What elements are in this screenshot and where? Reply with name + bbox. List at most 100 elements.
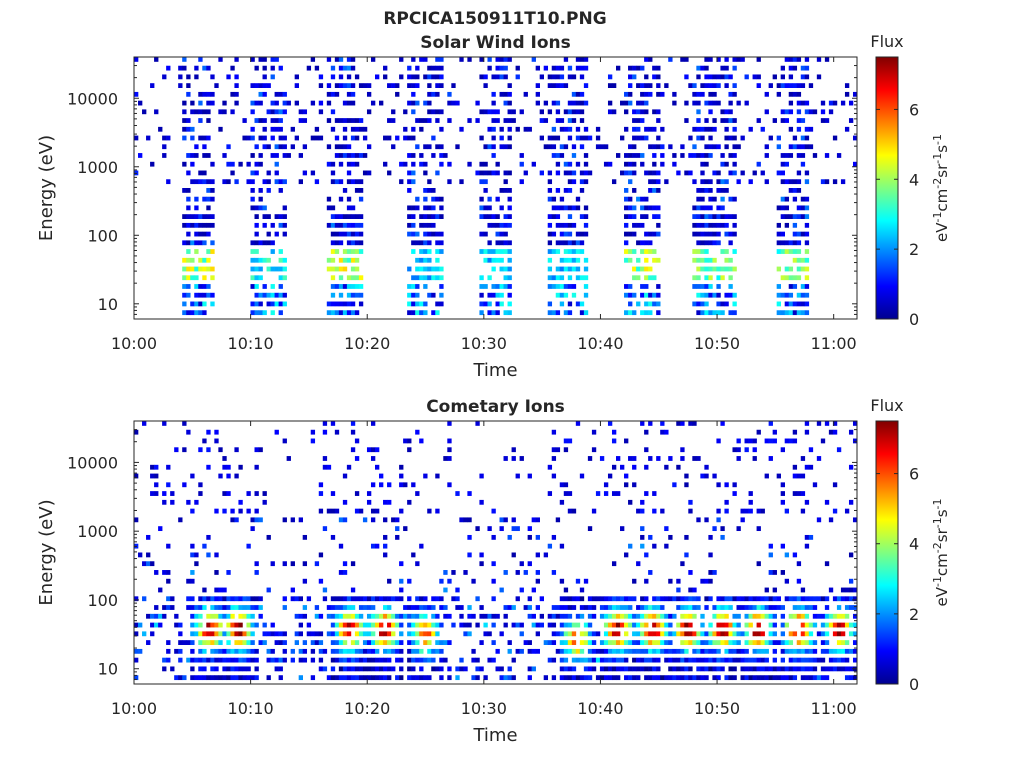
spectrogram-cell [740,170,745,176]
spectrogram-cell [808,666,814,672]
spectrogram-cell [696,631,701,637]
spectrogram-cell [383,517,388,523]
spectrogram-cell [334,657,340,663]
y-tick-label: 10000 [67,89,118,108]
spectrogram-cell [575,648,581,654]
spectrogram-cell [230,517,235,523]
spectrogram-cell [407,153,412,158]
spectrogram-cell [158,587,163,593]
spectrogram-cell [411,482,416,488]
spectrogram-cell [342,473,348,479]
spectrogram-cell [616,640,621,645]
spectrogram-cell [415,144,420,150]
spectrogram-cell [411,310,416,316]
spectrogram-cell [198,109,203,115]
spectrogram-cell [174,622,179,628]
spectrogram-cell [411,666,416,672]
x-tick-label: 10:40 [577,699,623,718]
spectrogram-cell [804,65,810,71]
spectrogram-cell [656,144,661,150]
spectrogram-cell [503,57,508,62]
spectrogram-cell [852,421,858,426]
spectrogram-cell [636,83,641,88]
y-tick-label: 10000 [67,453,118,472]
spectrogram-cell [298,153,303,158]
spectrogram-cell [435,310,440,316]
spectrogram-cell [804,100,810,106]
spectrogram-cell [760,508,765,514]
spectrogram-cell [411,205,416,211]
spectrogram-cell [479,499,484,505]
panel-title: Cometary Ions [426,397,565,417]
spectrogram-cell [503,284,508,289]
spectrogram-cell [342,640,348,645]
spectrogram-cell [266,188,271,193]
spectrogram-cell [692,456,697,461]
spectrogram-cell [298,675,303,681]
spectrogram-cell [322,666,328,672]
spectrogram-cell [499,65,504,71]
spectrogram-cell [567,266,573,272]
spectrogram-cell [375,666,380,672]
spectrogram-cell [571,640,577,645]
spectrogram-cell [648,534,653,540]
spectrogram-cell [266,109,271,115]
spectrogram-cell [330,640,336,645]
spectrogram-cell [222,648,227,654]
spectrogram-cell [354,240,360,246]
spectrogram-cell [210,657,215,663]
spectrogram-cell [527,648,532,654]
spectrogram-cell [780,83,785,88]
spectrogram-cell [788,613,794,619]
spectrogram-cell [796,257,802,263]
spectrogram-cell [346,249,352,254]
spectrogram-cell [587,170,593,176]
spectrogram-cell [628,284,633,289]
colorbar-label-part: s [933,509,951,517]
spectrogram-cell [644,266,649,272]
spectrogram-cell [583,222,589,228]
spectrogram-cell [499,301,504,307]
spectrogram-cell [591,613,597,619]
spectrogram-cell [274,301,279,307]
spectrogram-cell [338,222,344,228]
spectrogram-cell [768,135,773,141]
spectrogram-cell [776,473,781,479]
spectrogram-cell [427,231,432,237]
spectrogram-cell [844,91,850,97]
spectrogram-cell [551,83,557,88]
spectrogram-cell [611,179,617,185]
spectrogram-cell [551,570,557,575]
spectrogram-cell [250,648,255,654]
spectrogram-cell [419,310,424,316]
spectrogram-cell [760,631,765,637]
spectrogram-cell [684,118,689,123]
spectrogram-cell [575,240,581,246]
spectrogram-cell [724,631,729,637]
spectrogram-cell [800,675,806,681]
spectrogram-cell [503,74,508,80]
spectrogram-cell [591,657,597,663]
spectrogram-cell [792,57,798,62]
spectrogram-cell [640,249,645,254]
spectrogram-cell [692,640,697,645]
spectrogram-cell [567,74,573,80]
spectrogram-cell [804,257,810,263]
spectrogram-cell [250,266,255,272]
spectrogram-cell [644,257,649,263]
spectrogram-cell [535,648,540,654]
spectrogram-cell [330,631,336,637]
spectrogram-cell [644,464,649,470]
spectrogram-cell [214,622,219,628]
spectrogram-cell [427,118,432,123]
spectrogram-cell [744,596,749,602]
spectrogram-cell [644,605,649,610]
spectrogram-cell [471,657,476,663]
spectrogram-cell [338,666,344,672]
spectrogram-cell [330,91,336,97]
spectrogram-cell [270,135,275,141]
spectrogram-cell [358,657,364,663]
spectrogram-cell [644,666,649,672]
spectrogram-cell [399,179,404,185]
spectrogram-cell [338,543,344,549]
